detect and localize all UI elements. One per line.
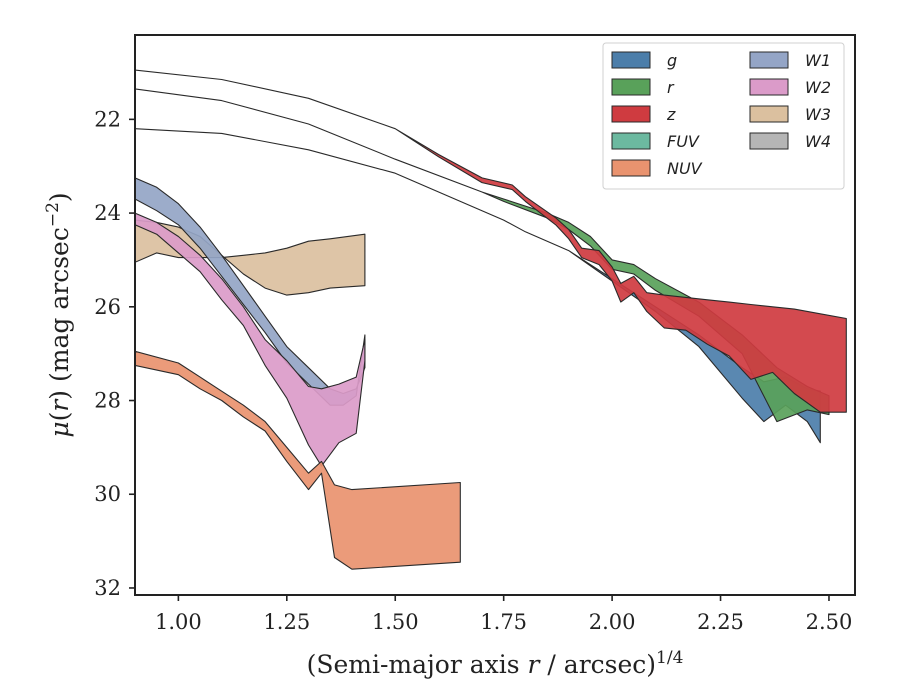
x-axis: 1.00 1.25 1.50 1.75 2.00 2.25 2.50 (155, 595, 852, 634)
legend-label-r: r (667, 78, 675, 97)
series-layer (135, 69, 847, 570)
x-tick-label: 1.00 (155, 610, 202, 634)
legend-swatch-z (611, 105, 651, 123)
legend-swatch-g (611, 51, 651, 69)
legend-label-w2: W2 (805, 78, 831, 97)
legend-label-w1: W1 (805, 51, 831, 70)
legend-swatch-w2 (749, 78, 789, 96)
x-tick-label: 1.25 (263, 610, 310, 634)
series-band-g (135, 128, 821, 444)
series-band-nuv (135, 350, 461, 570)
y-axis: 22 24 26 28 30 32 (94, 107, 135, 600)
x-tick-label: 2.50 (806, 610, 853, 634)
legend-label-z: z (666, 105, 676, 124)
legend-label-w3: W3 (805, 105, 831, 124)
series-band-w1 (135, 177, 366, 406)
series-band-z (135, 69, 847, 413)
plot-frame (134, 34, 856, 596)
y-tick-label: 22 (94, 107, 121, 131)
legend-swatch-nuv (611, 159, 651, 177)
x-tick-label: 2.25 (697, 610, 744, 634)
legend-items: grz FUV NUV W1 W2 W3 W4 (611, 51, 831, 178)
x-tick-label: 1.75 (480, 610, 527, 634)
series-band-w2 (135, 212, 366, 467)
legend-swatch-w1 (749, 51, 789, 69)
legend-swatch-r (611, 78, 651, 96)
legend-label-fuv: FUV (667, 132, 700, 151)
y-tick-label: 30 (94, 482, 121, 506)
y-tick-label: 26 (94, 295, 121, 319)
legend-label-nuv: NUV (667, 159, 703, 178)
legend-label-g: g (667, 51, 677, 70)
legend-swatch-fuv (611, 132, 651, 150)
y-tick-label: 28 (94, 389, 121, 413)
y-tick-label: 24 (94, 201, 121, 225)
legend-swatch-w4 (749, 132, 789, 150)
legend-label-w4: W4 (805, 132, 831, 151)
x-tick-label: 1.50 (372, 610, 419, 634)
legend-swatch-w3 (749, 105, 789, 123)
legend: grz FUV NUV W1 W2 W3 W4 (602, 42, 845, 190)
x-axis-label: (Semi-major axis r / arcsec)1/4 (307, 648, 684, 679)
y-tick-label: 32 (94, 576, 121, 600)
y-axis-label: μ(r) (mag arcsec−2) (43, 192, 74, 437)
x-tick-label: 2.00 (589, 610, 636, 634)
